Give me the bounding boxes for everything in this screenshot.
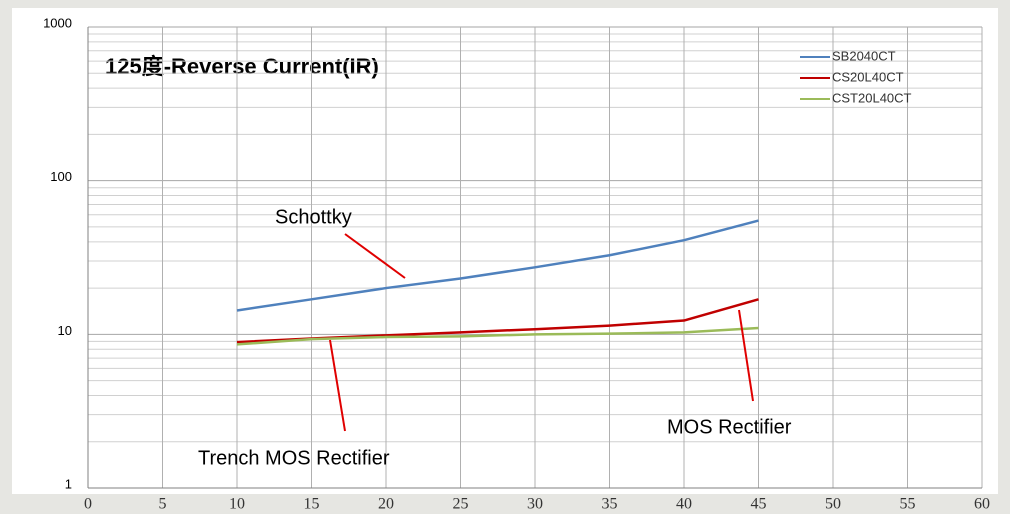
legend-label: CST20L40CT bbox=[832, 90, 912, 105]
x-tick-label: 55 bbox=[900, 496, 916, 513]
x-tick-label: 20 bbox=[378, 496, 394, 513]
y-tick-label: 100 bbox=[50, 169, 72, 184]
plot-background bbox=[12, 8, 998, 494]
x-tick-label: 60 bbox=[974, 496, 990, 513]
legend-label: SB2040CT bbox=[832, 48, 896, 63]
annotation-arrow bbox=[738, 309, 754, 402]
legend-label: CS20L40CT bbox=[832, 69, 904, 84]
annotation: Schottky bbox=[275, 206, 352, 228]
y-tick-label: 10 bbox=[58, 323, 72, 338]
data-line bbox=[236, 219, 759, 312]
annotation-arrow bbox=[344, 233, 406, 279]
x-tick-label: 0 bbox=[84, 496, 92, 513]
x-tick-label: 5 bbox=[159, 496, 167, 513]
x-tick-label: 45 bbox=[751, 496, 767, 513]
x-tick-label: 30 bbox=[527, 496, 543, 513]
y-tick-label: 1 bbox=[65, 476, 72, 491]
annotation-arrow bbox=[329, 339, 346, 432]
chart-title: 125度-Reverse Current(IR) bbox=[105, 54, 379, 79]
y-tick-label: 1000 bbox=[43, 15, 72, 30]
x-tick-label: 25 bbox=[453, 496, 469, 513]
x-tick-label: 10 bbox=[229, 496, 245, 513]
x-tick-label: 35 bbox=[602, 496, 618, 513]
annotation: MOS Rectifier bbox=[667, 416, 792, 438]
x-tick-label: 50 bbox=[825, 496, 841, 513]
data-line bbox=[236, 326, 759, 346]
x-tick-label: 40 bbox=[676, 496, 692, 513]
annotation: Trench MOS Rectifier bbox=[198, 447, 390, 469]
x-tick-label: 15 bbox=[304, 496, 320, 513]
